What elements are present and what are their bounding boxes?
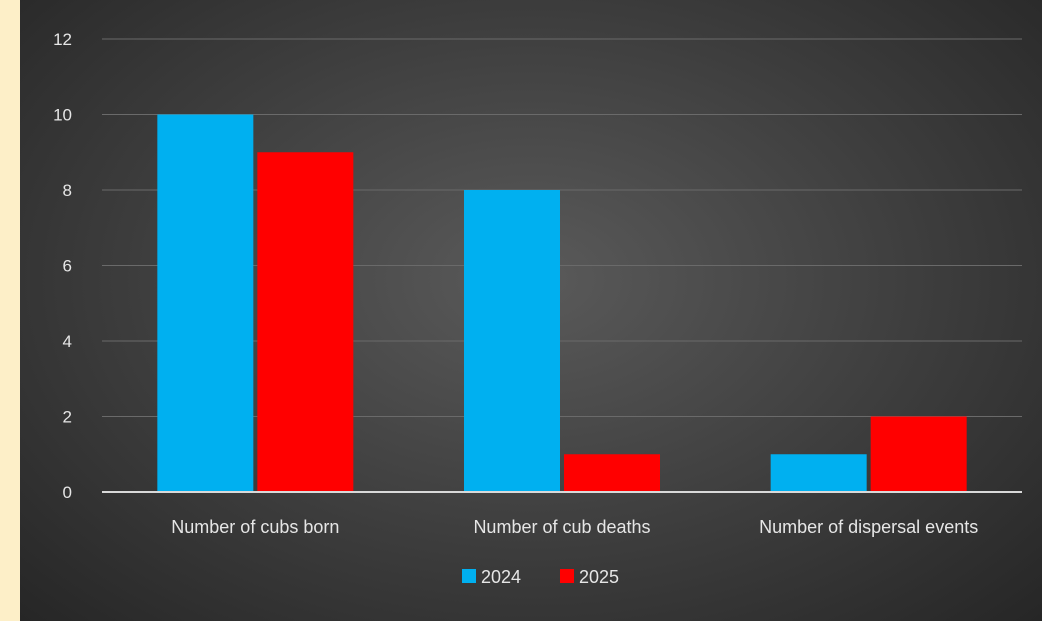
bars <box>157 114 967 492</box>
y-tick-label: 10 <box>53 106 72 125</box>
bar-2025-1 <box>564 454 660 492</box>
y-tick-label: 8 <box>63 181 72 200</box>
y-tick-label: 0 <box>63 483 72 502</box>
y-axis-tick-labels: 0 2 4 6 8 10 12 <box>53 30 72 502</box>
legend-swatch-2025 <box>560 569 574 583</box>
bar-2024-1 <box>464 190 560 492</box>
legend: 2024 2025 <box>462 567 619 587</box>
x-category-label: Number of dispersal events <box>759 517 978 537</box>
bar-2025-2 <box>870 416 967 492</box>
gridlines <box>102 38 1022 417</box>
legend-label-2025: 2025 <box>579 567 619 587</box>
legend-swatch-2024 <box>462 569 476 583</box>
y-tick-label: 2 <box>63 408 72 427</box>
x-axis-category-labels: Number of cubs born Number of cub deaths N… <box>171 517 978 537</box>
y-tick-label: 12 <box>53 30 72 49</box>
x-category-label: Number of cubs born <box>171 517 339 537</box>
chart-frame: 0 2 4 6 8 10 12 Number of cubs born Number of c… <box>20 0 1042 621</box>
y-tick-label: 6 <box>63 257 72 276</box>
legend-label-2024: 2024 <box>481 567 521 587</box>
x-category-label: Number of cub deaths <box>473 517 650 537</box>
y-tick-label: 4 <box>63 332 72 351</box>
bar-2024-2 <box>770 454 867 492</box>
bar-2025-0 <box>257 152 354 492</box>
bar-2024-0 <box>157 114 254 492</box>
